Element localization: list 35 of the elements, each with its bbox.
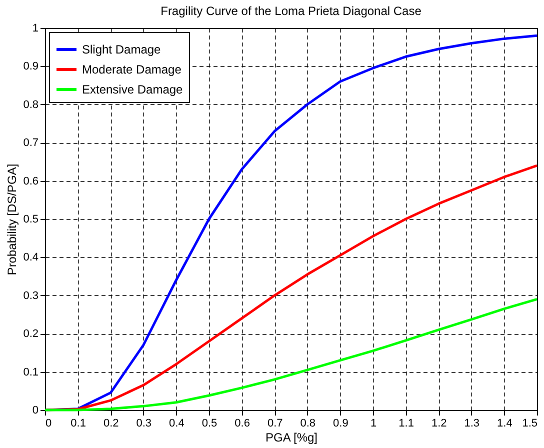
chart-title: Fragility Curve of the Loma Prieta Diagonal Case (160, 4, 422, 18)
y-tick-label: 0.3 (23, 290, 38, 302)
x-tick-label: 1.2 (431, 418, 447, 430)
y-tick-label: 0.1 (23, 366, 38, 378)
x-tick-label: 1 (370, 418, 377, 430)
x-tick-label: 1.5 (522, 418, 538, 430)
y-tick-label: 0.4 (23, 252, 38, 264)
x-tick-label: 1.3 (464, 418, 480, 430)
x-tick-label: 0.3 (136, 418, 152, 430)
line-series (44, 164, 538, 412)
x-tick-label: 0.6 (234, 418, 250, 430)
x-tick-label: 0.2 (103, 418, 119, 430)
y-tick-label: 0.7 (23, 137, 38, 150)
y-tick-label: 0.5 (23, 214, 38, 226)
x-tick-label: 0.1 (70, 418, 86, 430)
line-series (44, 298, 538, 412)
x-tick-label: 0.7 (267, 418, 283, 430)
x-tick-label: 0.5 (202, 418, 218, 430)
y-tick-label: 0.8 (23, 98, 38, 111)
x-tick-label: 1.4 (497, 418, 512, 430)
x-tick-label: 1.1 (398, 418, 414, 430)
x-tick-label: 0 (46, 418, 52, 430)
x-axis-title: PGA [%g] (265, 430, 318, 444)
y-axis-title: Probability [DS/PGA] (5, 164, 20, 276)
legend-label: Slight Damage (82, 42, 162, 56)
y-tick-label: 0.9 (23, 60, 38, 73)
x-tick-label: 0.9 (333, 418, 348, 430)
y-tick-label: 1 (32, 22, 38, 34)
x-tick-label: 0.4 (169, 418, 184, 430)
y-tick-label: 0.2 (23, 328, 38, 340)
y-tick-label: 0.6 (23, 175, 38, 188)
x-tick-label: 0.8 (300, 418, 316, 430)
legend-label: Moderate Damage (82, 62, 182, 76)
legend-label: Extensive Damage (82, 82, 184, 96)
y-tick-label: 0 (32, 404, 38, 416)
